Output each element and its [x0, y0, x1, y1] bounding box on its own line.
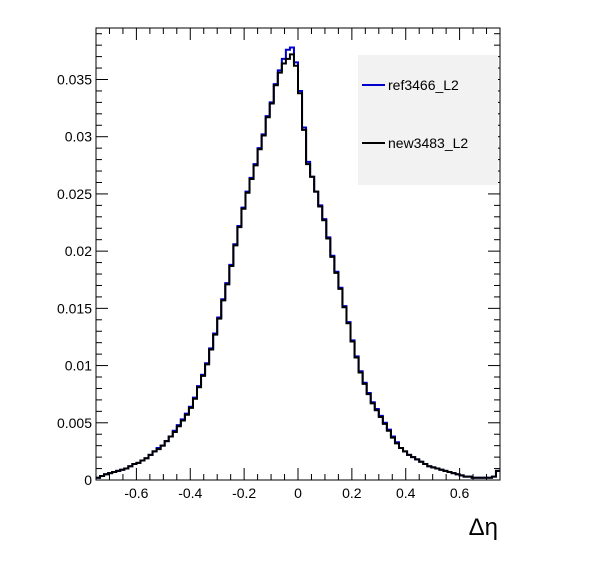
- legend-label-ref3466_L2: ref3466_L2: [388, 77, 459, 93]
- y-tick-label: 0.025: [57, 186, 92, 202]
- legend-label-new3483_L2: new3483_L2: [388, 135, 468, 151]
- x-tick-label: 0: [294, 485, 302, 501]
- y-tick-label: 0.035: [57, 71, 92, 87]
- x-tick-label: 0.4: [396, 485, 416, 501]
- y-tick-label: 0.015: [57, 300, 92, 316]
- y-tick-label: 0.03: [65, 129, 92, 145]
- y-tick-label: 0.02: [65, 243, 92, 259]
- x-tick-label: -0.4: [178, 485, 202, 501]
- legend-box: [358, 55, 498, 185]
- x-axis-title: Δη: [469, 514, 498, 541]
- x-tick-label: -0.6: [124, 485, 148, 501]
- y-tick-label: 0.005: [57, 415, 92, 431]
- x-tick-label: 0.6: [450, 485, 470, 501]
- series-line-new3483_L2: [96, 53, 500, 479]
- x-tick-label: 0.2: [342, 485, 362, 501]
- y-tick-label: 0.01: [65, 358, 92, 374]
- x-tick-label: -0.2: [232, 485, 256, 501]
- y-tick-label: 0: [84, 472, 92, 488]
